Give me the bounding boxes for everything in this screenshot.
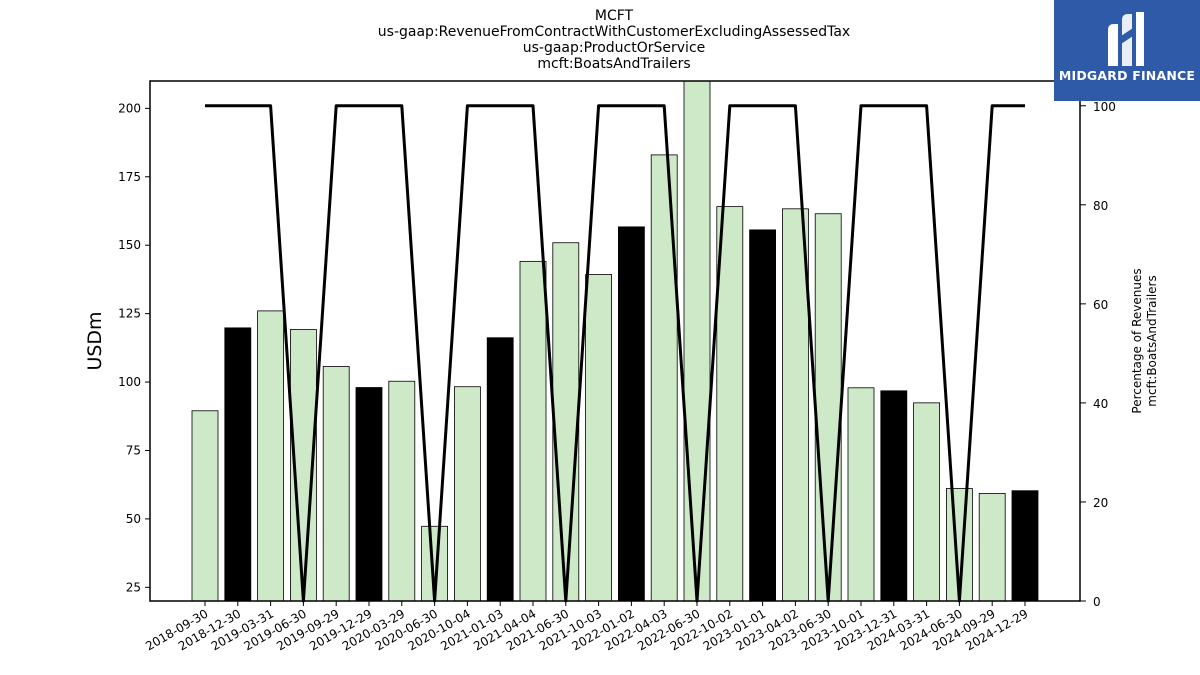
y-tick-label: 100 [118, 375, 141, 389]
y-tick-label: 150 [118, 238, 141, 252]
percentage-line [205, 104, 1025, 603]
y2-tick-label: 60 [1093, 298, 1108, 312]
bar [388, 380, 416, 601]
y2-axis-label-line: Percentage of Revenues [1130, 268, 1144, 413]
logo-text: MIDGARD FINANCE [1058, 68, 1196, 83]
y-tick-label: 175 [118, 170, 141, 184]
y-tick-label: 125 [118, 307, 141, 321]
bar [749, 229, 776, 601]
bar [224, 327, 252, 601]
bar [585, 274, 612, 601]
bar [913, 402, 940, 601]
y2-tick-label: 20 [1093, 496, 1108, 510]
y-axis-label: USDm [84, 311, 106, 370]
chart-title-line: us-gaap:ProductOrService [523, 40, 706, 56]
y2-tick-label: 80 [1093, 199, 1108, 213]
bar [814, 213, 842, 601]
bar [453, 386, 481, 601]
bar [552, 242, 580, 601]
logo-mark-icon [1108, 12, 1144, 66]
y2-tick-label: 100 [1093, 100, 1116, 114]
percentage-line-path [205, 104, 1025, 603]
left-axis: 25 50 75 100 125 150 175 200 [118, 101, 150, 594]
bar [1011, 490, 1039, 601]
y-tick-label: 200 [118, 101, 141, 115]
chart-title: MCFTus-gaap:RevenueFromContractWithCusto… [378, 8, 850, 72]
chart-title-line: us-gaap:RevenueFromContractWithCustomerE… [378, 24, 850, 40]
y-tick-label: 75 [126, 443, 141, 457]
bar [880, 390, 908, 601]
x-axis: 2018-09-302018-12-302019-03-312019-06-30… [143, 601, 1031, 653]
y2-tick-label: 40 [1093, 397, 1108, 411]
y2-axis-label-line: mcft:BoatsAndTrailers [1145, 275, 1159, 406]
plot-frame [149, 80, 1081, 602]
bars [191, 81, 1039, 601]
bar [618, 226, 645, 601]
bar [847, 387, 875, 601]
bar [191, 410, 219, 601]
y-tick-label: 50 [126, 512, 141, 526]
bar [322, 366, 350, 601]
y-tick-label: 25 [126, 580, 141, 594]
bar [782, 208, 809, 601]
bar [978, 493, 1006, 601]
bar [519, 260, 547, 601]
y2-axis-label: Percentage of Revenues mcft:BoatsAndTrail… [1130, 268, 1159, 413]
bar [683, 81, 711, 601]
bar [486, 337, 514, 601]
chart-title-line: MCFT [595, 8, 634, 24]
bar [355, 387, 383, 601]
midgard-finance-logo: MIDGARD FINANCE [1054, 0, 1200, 101]
y2-tick-label: 0 [1093, 595, 1101, 609]
right-axis: 0 20 40 60 80 100 [1080, 100, 1116, 609]
bar [257, 310, 285, 601]
chart-title-line: mcft:BoatsAndTrailers [537, 56, 690, 72]
